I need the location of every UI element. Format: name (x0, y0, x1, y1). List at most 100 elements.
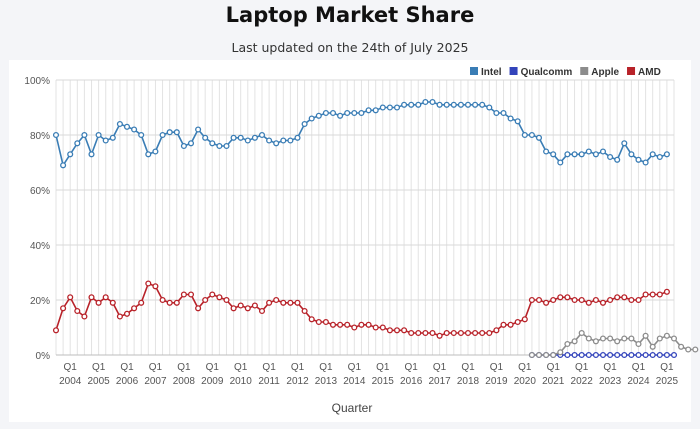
data-point-apple (642, 332, 649, 339)
data-point-intel (123, 123, 131, 130)
data-point-amd (344, 321, 351, 328)
data-point-intel (642, 159, 649, 166)
data-point-amd (557, 294, 564, 301)
x-tick-year: 2004 (59, 376, 82, 387)
data-point-amd (351, 324, 358, 331)
data-point-amd (365, 321, 372, 328)
data-point-intel (557, 159, 564, 166)
x-tick-year: 2008 (173, 376, 196, 387)
data-point-intel (379, 104, 386, 111)
data-point-apple (635, 340, 642, 348)
chart-title: Laptop Market Share (225, 3, 475, 27)
chart-subtitle: Last updated on the 24th of July 2025 (231, 40, 469, 55)
data-point-intel (273, 140, 280, 147)
legend-label-amd[interactable]: AMD (638, 67, 661, 78)
data-point-amd (578, 296, 585, 304)
legend-label-intel[interactable]: Intel (481, 67, 502, 78)
data-point-apple (585, 335, 592, 342)
x-axis-label: Quarter (332, 401, 373, 415)
x-tick-quarter: Q1 (461, 362, 475, 373)
data-point-qualcomm (642, 351, 649, 359)
data-point-apple (571, 338, 578, 345)
x-tick-year: 2023 (599, 376, 622, 387)
x-tick-year: 2012 (286, 376, 309, 387)
data-point-intel (408, 101, 415, 108)
x-tick-quarter: Q1 (632, 362, 646, 373)
data-point-intel (344, 109, 351, 117)
x-tick-year: 2021 (542, 376, 565, 387)
data-point-intel (578, 151, 585, 158)
data-point-amd (187, 291, 195, 298)
data-point-intel (195, 126, 202, 133)
data-point-intel (351, 109, 358, 117)
x-tick-year: 2005 (87, 376, 110, 387)
data-point-intel (422, 98, 429, 106)
data-point-intel (244, 137, 251, 144)
data-point-intel (464, 101, 472, 108)
x-tick-year: 2017 (428, 376, 451, 387)
data-point-amd (116, 313, 123, 320)
x-tick-year: 2009 (201, 376, 224, 387)
data-point-amd (315, 318, 322, 326)
data-point-intel (301, 120, 308, 128)
data-point-intel (216, 142, 223, 150)
data-point-amd (649, 291, 656, 298)
data-point-amd (95, 299, 102, 306)
data-point-apple (543, 351, 550, 359)
data-point-amd (223, 296, 230, 304)
data-point-amd (564, 294, 571, 301)
data-point-amd (209, 291, 216, 298)
data-point-amd (74, 307, 81, 315)
data-point-intel (209, 140, 216, 147)
data-point-intel (223, 142, 230, 150)
x-tick-quarter: Q1 (92, 362, 106, 373)
data-point-apple (621, 335, 628, 342)
data-point-intel (564, 151, 571, 158)
data-point-amd (308, 316, 315, 323)
legend-label-qualcomm[interactable]: Qualcomm (521, 67, 573, 78)
data-point-intel (166, 129, 173, 136)
data-point-amd (656, 291, 663, 298)
data-point-amd (429, 329, 436, 337)
x-tick-quarter: Q1 (603, 362, 617, 373)
data-point-qualcomm (599, 351, 607, 359)
x-tick-quarter: Q1 (291, 362, 305, 373)
x-tick-quarter: Q1 (518, 362, 532, 373)
data-point-intel (535, 134, 543, 141)
legend-label-apple[interactable]: Apple (591, 67, 619, 78)
data-point-qualcomm (656, 351, 663, 359)
x-tick-quarter: Q1 (490, 362, 504, 373)
data-point-apple (670, 335, 678, 342)
data-point-amd (464, 329, 472, 337)
legend[interactable]: Intel Qualcomm Apple AMD (470, 67, 661, 78)
data-point-apple (557, 349, 564, 356)
data-point-intel (251, 134, 258, 141)
data-point-intel (230, 134, 237, 141)
data-point-amd (543, 299, 550, 306)
data-point-amd (535, 296, 543, 304)
data-point-amd (599, 299, 607, 306)
data-point-amd (81, 313, 88, 320)
x-tick-year: 2014 (343, 376, 366, 387)
data-point-qualcomm (564, 351, 571, 359)
x-tick-year: 2007 (144, 376, 167, 387)
y-tick-label: 100% (24, 76, 50, 87)
data-point-amd (614, 294, 621, 301)
data-point-intel (358, 109, 365, 117)
data-point-apple (550, 351, 557, 359)
data-point-amd (244, 305, 251, 312)
data-point-intel (337, 112, 344, 119)
data-point-qualcomm (571, 351, 578, 359)
data-point-amd (550, 296, 557, 304)
data-point-amd (571, 296, 578, 304)
data-point-intel (585, 148, 592, 155)
data-point-amd (521, 316, 528, 323)
x-tick-quarter: Q1 (376, 362, 390, 373)
data-point-apple (599, 335, 607, 342)
data-point-apple (614, 338, 621, 345)
data-point-amd (173, 299, 180, 306)
data-point-intel (401, 101, 408, 108)
y-tick-label: 80% (30, 131, 50, 142)
data-point-intel (102, 137, 109, 144)
x-tick-year: 2018 (457, 376, 480, 387)
